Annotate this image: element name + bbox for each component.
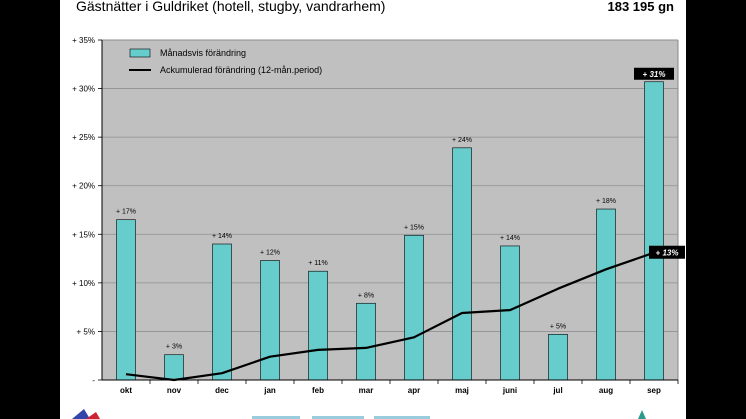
bar-label-callout — [634, 67, 674, 80]
legend-line-label: Ackumulerad förändring (12-mån.period) — [160, 65, 322, 75]
x-tick-label: maj — [455, 386, 469, 395]
x-tick-label: jul — [552, 386, 562, 395]
cumulative-line — [125, 251, 655, 382]
legend-bar-swatch — [129, 48, 151, 58]
footer-bar — [374, 416, 430, 419]
bar — [596, 208, 616, 381]
x-tick-label: feb — [312, 386, 324, 395]
x-tick-label: juni — [502, 386, 517, 395]
plot-area — [102, 40, 678, 380]
bar — [164, 354, 184, 381]
y-tick-label: + 10% — [72, 279, 95, 288]
axes: - + 5% + 10% + 15% + 20% + 25% + 30% + 35% okt no… — [72, 36, 679, 395]
footer-logos — [72, 409, 646, 419]
x-tick-label: aug — [599, 386, 613, 395]
bar — [212, 243, 232, 381]
bar-value-label: + 24% — [452, 137, 472, 144]
x-tick-label: mar — [359, 386, 374, 395]
bar-value-label: + 11% — [308, 260, 328, 267]
bar-value-label: + 31% — [643, 70, 666, 79]
bar — [452, 147, 472, 381]
bar-value-label: + 5% — [550, 323, 566, 330]
bar-value-label: + 8% — [358, 292, 374, 299]
bar — [308, 270, 328, 381]
bars — [116, 81, 664, 381]
footer-star-icon — [638, 410, 646, 419]
footer-bar — [312, 416, 364, 419]
line-end-label: + 13% — [656, 249, 679, 258]
bar-value-label: + 15% — [404, 224, 424, 231]
y-tick-label: + 35% — [72, 36, 95, 45]
bar — [356, 302, 376, 381]
y-tick-label: + 30% — [72, 85, 95, 94]
y-tick-label: + 20% — [72, 182, 95, 191]
bar-value-label: + 3% — [166, 344, 182, 351]
bar — [404, 234, 424, 381]
x-tick-label: dec — [215, 386, 229, 395]
bar-value-label: + 14% — [500, 235, 520, 242]
bar-value-label: + 18% — [596, 198, 616, 205]
bar-value-label: + 17% — [116, 209, 136, 216]
bar-value-label: + 12% — [260, 250, 280, 257]
x-tick-label: apr — [408, 386, 420, 395]
bar — [548, 334, 568, 381]
bar-value-label: + 14% — [212, 233, 232, 240]
total-guest-nights: 183 195 gn — [608, 0, 675, 14]
gridlines — [102, 39, 678, 332]
x-tick-label: sep — [647, 386, 661, 395]
bar — [260, 260, 280, 381]
footer-bar — [252, 416, 300, 419]
legend-bar-label: Månadsvis förändring — [160, 48, 246, 58]
bar — [644, 81, 664, 381]
y-tick-label: + 15% — [72, 230, 95, 239]
y-tick-label: + 5% — [77, 327, 95, 336]
bar — [116, 219, 136, 381]
x-tick-label: jan — [263, 386, 276, 395]
footer-logo-mark — [72, 409, 90, 419]
x-tick-label: nov — [167, 386, 182, 395]
y-tick-label: - — [92, 376, 95, 385]
chart-title: Gästnätter i Guldriket (hotell, stugby, … — [76, 0, 385, 14]
y-tick-label: + 25% — [72, 133, 95, 142]
line-end-callout — [649, 245, 685, 259]
labels: + 17% + 3% + 14% + 12% + 11% + 8% + 15% + 24% + … — [116, 67, 685, 351]
footer-logo-accent — [86, 412, 100, 419]
legend: Månadsvis förändring Ackumulerad förändr… — [129, 48, 322, 75]
bar — [500, 245, 520, 381]
x-tick-label: okt — [120, 386, 132, 395]
